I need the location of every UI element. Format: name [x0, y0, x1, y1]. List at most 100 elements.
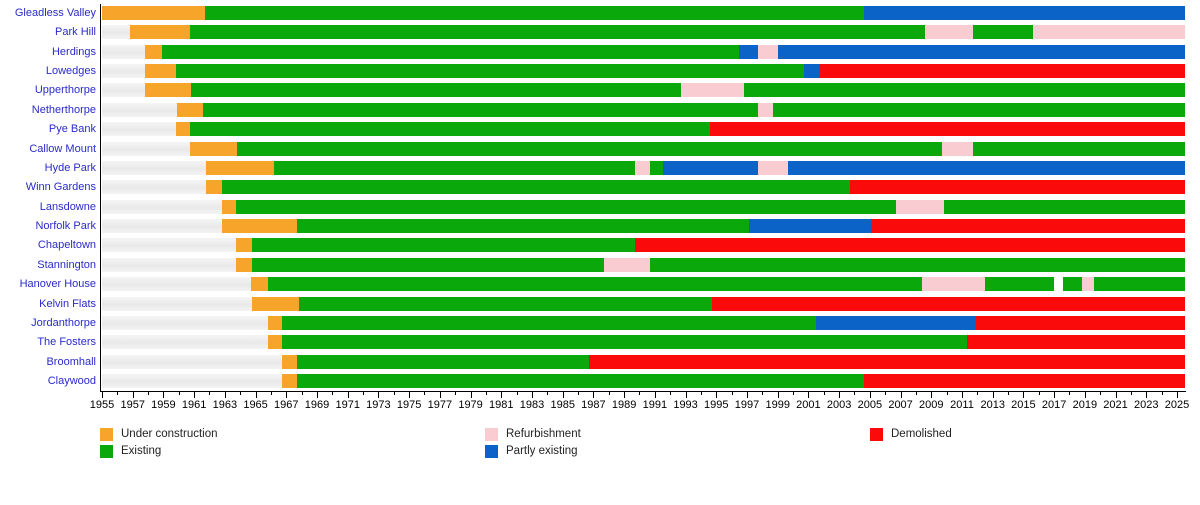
segment-not_built — [102, 160, 207, 175]
segment-under_construction — [267, 335, 282, 350]
timeline-row-herdings — [102, 44, 1185, 59]
row-label-broomhall[interactable]: Broomhall — [46, 355, 96, 368]
segment-gap — [1054, 277, 1064, 292]
row-label-upperthorpe[interactable]: Upperthorpe — [34, 84, 96, 97]
segment-partly_existing — [788, 160, 1185, 175]
segment-demolished — [975, 315, 1185, 330]
segment-existing — [281, 315, 817, 330]
segment-refurbishment — [634, 160, 651, 175]
segment-existing — [267, 277, 923, 292]
segment-refurbishment — [757, 102, 774, 117]
axis-tick — [209, 392, 211, 395]
axis-tick — [777, 392, 779, 398]
axis-tick-label: 2001 — [796, 399, 821, 411]
row-label-claywood[interactable]: Claywood — [47, 375, 96, 388]
segment-not_built — [102, 238, 236, 253]
row-label-lansdowne[interactable]: Lansdowne — [39, 200, 96, 213]
segment-refurbishment — [925, 25, 973, 40]
segment-refurbishment — [942, 141, 973, 156]
segment-not_built — [102, 296, 253, 311]
row-label-herdings[interactable]: Herdings — [51, 45, 96, 58]
row-label-callow-mount[interactable]: Callow Mount — [29, 142, 96, 155]
row-label-winn-gardens[interactable]: Winn Gardens — [25, 181, 96, 194]
axis-tick-label: 1993 — [673, 399, 698, 411]
row-label-stannington[interactable]: Stannington — [37, 258, 96, 271]
axis-tick-label: 1985 — [550, 399, 575, 411]
segment-demolished — [711, 296, 1185, 311]
segment-not_built — [102, 354, 282, 369]
axis-tick — [593, 392, 595, 398]
row-label-netherthorpe[interactable]: Netherthorpe — [31, 103, 96, 116]
segment-demolished — [871, 219, 1185, 234]
axis-tick — [363, 392, 365, 395]
x-axis-line — [100, 391, 1187, 392]
segment-existing — [204, 6, 864, 20]
axis-tick-label: 1955 — [89, 399, 115, 411]
axis-tick — [347, 392, 349, 398]
axis-tick — [562, 392, 564, 398]
segment-existing — [191, 83, 681, 98]
axis-tick — [931, 392, 933, 398]
segment-under_construction — [281, 354, 298, 369]
row-label-the-fosters[interactable]: The Fosters — [37, 336, 96, 349]
axis-tick — [102, 392, 103, 398]
axis-tick-label: 2011 — [950, 399, 974, 411]
axis-tick — [762, 392, 764, 395]
timeline-row-upperthorpe — [102, 83, 1185, 98]
axis-tick-label: 2023 — [1134, 399, 1159, 411]
segment-existing — [203, 102, 758, 117]
axis-tick — [961, 392, 963, 398]
segment-under_construction — [189, 141, 238, 156]
segment-not_built — [102, 83, 145, 98]
row-label-norfolk-park[interactable]: Norfolk Park — [35, 220, 96, 233]
axis-tick — [1084, 392, 1086, 398]
timeline-row-hyde-park — [102, 160, 1185, 175]
legend-label-refurbishment: Refurbishment — [506, 428, 581, 440]
segment-under_construction — [177, 102, 204, 117]
segment-refurbishment — [757, 44, 778, 59]
axis-tick-label: 2021 — [1103, 399, 1128, 411]
timeline-row-the-fosters — [102, 335, 1185, 350]
axis-tick — [409, 392, 411, 398]
segment-existing — [650, 160, 663, 175]
segment-partly_existing — [777, 44, 1185, 59]
segment-existing — [943, 199, 1185, 214]
axis-tick — [224, 392, 226, 398]
axis-tick — [670, 392, 672, 395]
axis-tick — [915, 392, 917, 395]
axis-tick — [455, 392, 457, 395]
legend-label-existing: Existing — [121, 445, 162, 457]
axis-tick — [716, 392, 718, 398]
timeline-row-park-hill — [102, 25, 1185, 40]
axis-tick — [900, 392, 902, 398]
axis-tick-label: 1987 — [581, 399, 606, 411]
row-label-gleadless-valley[interactable]: Gleadless Valley — [14, 7, 96, 19]
segment-demolished — [710, 122, 1185, 137]
axis-tick-label: 1959 — [151, 399, 176, 411]
row-label-chapeltown[interactable]: Chapeltown — [37, 239, 96, 252]
segment-not_built — [102, 219, 222, 234]
segment-existing — [252, 257, 605, 272]
timeline-row-lansdowne — [102, 199, 1185, 214]
row-label-hyde-park[interactable]: Hyde Park — [44, 161, 96, 174]
segment-demolished — [819, 64, 1185, 79]
row-label-lowedges[interactable]: Lowedges — [45, 65, 96, 78]
segment-existing — [252, 238, 635, 253]
axis-tick-label: 2005 — [857, 399, 883, 411]
segment-under_construction — [144, 64, 176, 79]
row-label-hanover-house[interactable]: Hanover House — [19, 278, 96, 291]
timeline-row-jordanthorpe — [102, 315, 1185, 330]
axis-tick — [608, 392, 610, 395]
row-label-park-hill[interactable]: Park Hill — [55, 26, 96, 39]
timeline-row-hanover-house — [102, 277, 1185, 292]
axis-tick — [1100, 392, 1102, 395]
axis-tick-label: 1969 — [304, 399, 330, 411]
row-label-pye-bank[interactable]: Pye Bank — [48, 123, 96, 136]
segment-existing — [297, 354, 589, 369]
row-label-kelvin-flats[interactable]: Kelvin Flats — [39, 297, 96, 310]
segment-partly_existing — [662, 160, 758, 175]
axis-tick — [485, 392, 487, 395]
row-label-jordanthorpe[interactable]: Jordanthorpe — [31, 316, 96, 329]
axis-tick-label: 1979 — [458, 399, 483, 411]
